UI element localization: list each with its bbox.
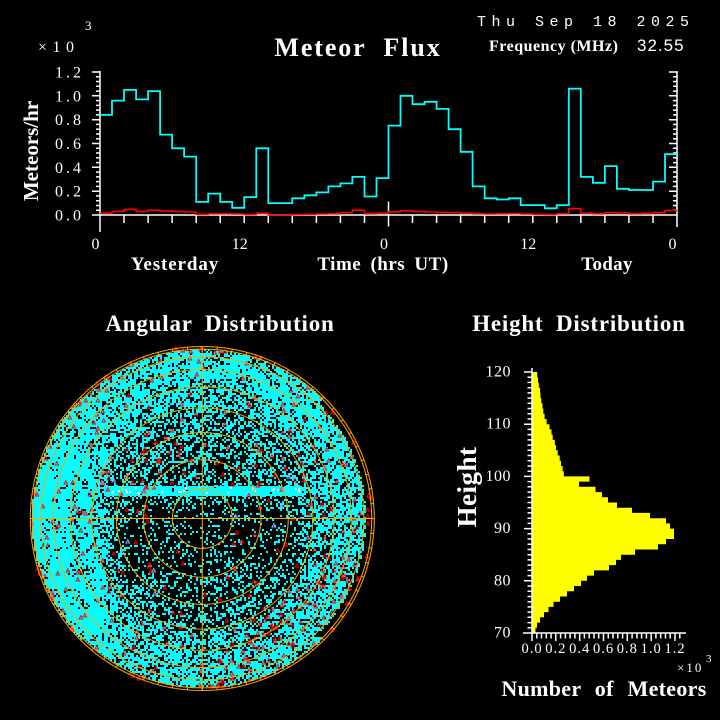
svg-text:0.4: 0.4 <box>55 160 84 177</box>
svg-text:0.4: 0.4 <box>569 641 590 657</box>
svg-text:Meteor Flux: Meteor Flux <box>274 33 441 62</box>
svg-text:1.2: 1.2 <box>55 65 84 82</box>
svg-text:0: 0 <box>380 236 388 253</box>
svg-text:0.2: 0.2 <box>55 184 84 201</box>
svg-text:Time (hrs UT): Time (hrs UT) <box>317 254 448 275</box>
svg-text:0.8: 0.8 <box>55 112 84 129</box>
svg-text:12: 12 <box>232 236 248 253</box>
svg-text:3: 3 <box>85 18 92 33</box>
svg-text:×10: ×10 <box>38 39 80 56</box>
svg-text:Height Distribution: Height Distribution <box>472 311 686 336</box>
svg-text:Angular Distribution: Angular Distribution <box>105 311 334 336</box>
svg-text:1.0: 1.0 <box>641 641 662 657</box>
svg-text:110: 110 <box>486 416 511 433</box>
svg-text:Number of Meteors: Number of Meteors <box>501 676 706 701</box>
svg-text:32.55: 32.55 <box>637 36 685 55</box>
svg-text:Thu Sep 18 2025: Thu Sep 18 2025 <box>477 14 695 31</box>
svg-text:0: 0 <box>92 236 100 253</box>
svg-text:0: 0 <box>669 236 677 253</box>
svg-text:×10: ×10 <box>677 660 703 675</box>
svg-text:Meteors/hr: Meteors/hr <box>19 101 43 201</box>
svg-text:120: 120 <box>486 364 512 381</box>
svg-text:70: 70 <box>494 625 511 642</box>
svg-text:Height: Height <box>452 447 482 528</box>
svg-text:12: 12 <box>520 236 536 253</box>
svg-text:0.0: 0.0 <box>55 208 84 225</box>
svg-text:Today: Today <box>581 254 633 275</box>
svg-text:3: 3 <box>706 653 712 665</box>
svg-text:Yesterday: Yesterday <box>131 254 219 275</box>
svg-text:1.0: 1.0 <box>55 88 84 105</box>
svg-text:0.6: 0.6 <box>55 136 84 153</box>
svg-text:100: 100 <box>486 468 512 485</box>
svg-text:0.0: 0.0 <box>521 641 542 657</box>
svg-text:0.8: 0.8 <box>617 641 638 657</box>
svg-text:0.6: 0.6 <box>593 641 614 657</box>
svg-text:Frequency (MHz): Frequency (MHz) <box>489 38 618 55</box>
svg-text:80: 80 <box>494 572 511 589</box>
svg-text:1.2: 1.2 <box>664 641 685 657</box>
svg-text:90: 90 <box>494 520 511 537</box>
svg-text:0.2: 0.2 <box>545 641 566 657</box>
